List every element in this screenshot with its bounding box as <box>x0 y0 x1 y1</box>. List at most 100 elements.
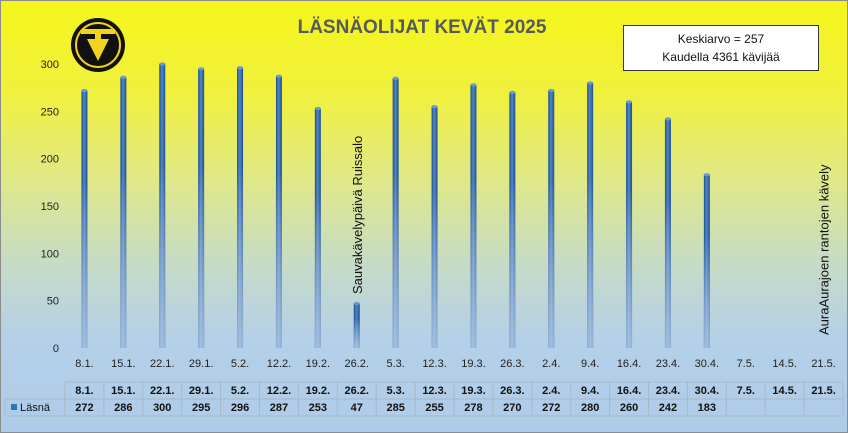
chart-title: LÄSNÄOLIJAT KEVÄT 2025 <box>298 17 547 38</box>
table-value-cell: 287 <box>270 402 288 414</box>
table-header-cell: 30.4. <box>695 385 719 397</box>
bar-shade <box>509 181 516 348</box>
table-header-cell: 12.3. <box>422 385 446 397</box>
bar-shade <box>703 235 710 348</box>
y-tick-label: 100 <box>41 248 59 260</box>
bar-shade <box>81 180 88 348</box>
x-tick-label: 19.2. <box>306 358 330 370</box>
table-header-cell: 15.1. <box>111 385 135 397</box>
y-axis: 0 50 100 150 200 250 300 <box>41 59 59 355</box>
table-header-cell: 26.2. <box>345 385 369 397</box>
bar-shade <box>548 180 555 348</box>
bar-cap <box>353 301 360 306</box>
y-tick-label: 250 <box>41 106 59 118</box>
bar-shade <box>120 172 127 348</box>
table-value-cell: 295 <box>192 402 210 414</box>
table-value-cell: 242 <box>659 402 677 414</box>
bar <box>509 90 516 349</box>
bar-cap <box>81 88 88 93</box>
table-header-cell: 8.1. <box>75 385 93 397</box>
legend-swatch <box>11 404 17 410</box>
x-tick-label: 12.3. <box>422 358 446 370</box>
table-value-cell: 260 <box>620 402 638 414</box>
bar <box>470 83 477 349</box>
table-header-cell: 5.2. <box>231 385 249 397</box>
y-tick-label: 50 <box>47 296 59 308</box>
bar-cap <box>431 105 438 109</box>
table-value-cell: 270 <box>503 402 521 414</box>
bar <box>664 117 671 348</box>
bar-cap <box>470 83 477 87</box>
bar-cap <box>509 90 516 94</box>
x-axis: 8.1. 15.1. 22.1. 29.1. 5.2. 12.2. 19.2. 26.2. 5.… <box>75 358 836 370</box>
bar-shade <box>470 176 477 348</box>
table-header-cell: 21.5. <box>811 385 835 397</box>
table-header-cell: 7.5. <box>737 385 755 397</box>
x-tick-label: 5.2. <box>231 358 249 370</box>
x-tick-label: 30.4. <box>695 358 719 370</box>
bar-shade <box>198 166 205 348</box>
bar <box>548 88 555 349</box>
table-value-cell: 296 <box>231 402 249 414</box>
bar <box>703 173 710 348</box>
x-tick-label: 23.4. <box>656 358 680 370</box>
table-header-cell: 22.1. <box>150 385 174 397</box>
bar-cap <box>314 106 321 111</box>
bar <box>353 301 360 348</box>
x-tick-label: 2.4. <box>542 358 560 370</box>
bar-shade <box>392 172 399 348</box>
table-header-cell: 19.2. <box>306 385 330 397</box>
x-tick-label: 29.1. <box>189 358 213 370</box>
x-tick-label: 26.3. <box>500 358 524 370</box>
bar-cap <box>626 100 633 104</box>
data-table: 8.1. 272 15.1. 286 22.1. 300 29.1. 295 5.2. 296 12… <box>4 381 844 417</box>
table-value-cell: 272 <box>75 402 93 414</box>
annotations: Sauvakävelypäivä Ruissalo AuraAurajoen ra… <box>350 136 832 335</box>
bar-cap <box>664 117 671 121</box>
bar <box>392 76 399 348</box>
bar <box>120 75 127 349</box>
bar-shade <box>587 175 594 348</box>
table-header-cell: 9.4. <box>581 385 599 397</box>
table-value-cell: 255 <box>425 402 443 414</box>
y-tick-label: 0 <box>53 343 59 355</box>
bar <box>159 62 166 348</box>
bar-shade <box>159 163 166 348</box>
bar <box>81 88 88 349</box>
table-header-cell: 23.4. <box>656 385 680 397</box>
table-header-cell: 14.5. <box>772 385 796 397</box>
bar-cap <box>159 62 166 66</box>
table-value-cell: 278 <box>464 402 482 414</box>
bar-shade <box>314 192 321 348</box>
x-tick-label: 7.5. <box>737 358 755 370</box>
bar-shade <box>237 165 244 348</box>
bar-cap <box>703 173 710 177</box>
bar <box>275 74 282 348</box>
bar <box>237 66 244 348</box>
bar <box>587 81 594 348</box>
x-tick-label: 8.1. <box>75 358 93 370</box>
season-total-label: Kaudella 4361 kävijää <box>662 50 780 64</box>
annotation-label: Sauvakävelypäivä Ruissalo <box>350 136 365 294</box>
x-tick-label: 15.1. <box>111 358 135 370</box>
x-tick-label: 21.5. <box>811 358 835 370</box>
x-tick-label: 5.3. <box>386 358 404 370</box>
bar-shade <box>431 191 438 348</box>
y-tick-label: 200 <box>41 154 59 166</box>
bar <box>314 106 321 348</box>
bar <box>198 67 205 348</box>
table-value-cell: 286 <box>114 402 132 414</box>
bar-cap <box>548 88 555 93</box>
bar-cap <box>587 81 594 85</box>
y-tick-label: 300 <box>41 59 59 71</box>
bar-cap <box>275 74 282 78</box>
club-logo <box>71 18 125 72</box>
bars <box>81 62 710 349</box>
table-value-cell: 300 <box>153 402 171 414</box>
table-header-cell: 12.2. <box>267 385 291 397</box>
bar <box>431 105 438 348</box>
table-value-cell: 280 <box>581 402 599 414</box>
bar-cap <box>237 66 244 70</box>
